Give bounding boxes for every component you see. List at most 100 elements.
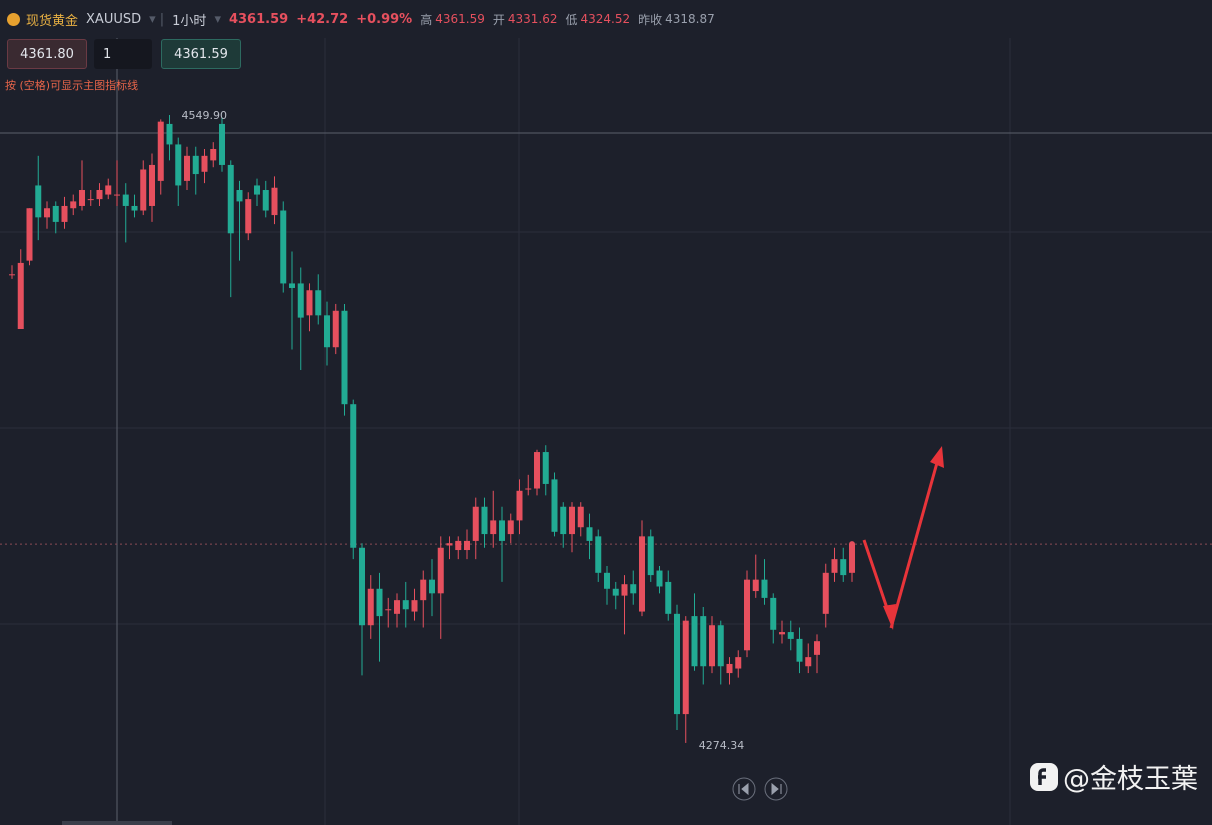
candle-body — [534, 452, 540, 489]
candle-body — [420, 579, 427, 601]
candle-body — [87, 199, 94, 201]
candle-body — [569, 506, 575, 535]
candle-body — [184, 155, 190, 181]
candle-body — [394, 600, 400, 614]
candle-body — [96, 190, 103, 200]
candle-body — [499, 520, 505, 541]
candle-body — [201, 155, 208, 172]
candle-body — [814, 641, 820, 655]
candle-body — [61, 205, 68, 222]
arrow-head — [930, 446, 944, 468]
candle-body — [691, 616, 698, 667]
watermark: @金枝玉葉 — [1029, 757, 1198, 796]
candle-body — [367, 588, 374, 626]
candle-body — [306, 290, 313, 316]
candle-body — [70, 201, 77, 209]
instrument-name[interactable]: 现货黄金 — [26, 13, 79, 29]
candle-body — [289, 283, 295, 288]
candle-body — [9, 274, 15, 276]
candle-body — [709, 625, 715, 667]
interval[interactable]: 1小时 — [172, 13, 207, 29]
buy-button[interactable]: 4361.59 — [161, 39, 241, 69]
candle-body — [437, 547, 444, 594]
candle-body — [446, 543, 453, 546]
candle-body — [140, 169, 147, 211]
candle-body — [744, 579, 750, 651]
next-button[interactable] — [764, 777, 788, 801]
candle-body — [464, 540, 470, 551]
candle-body — [297, 283, 304, 318]
candle-body — [761, 579, 768, 598]
stat-value: 4331.62 — [507, 12, 558, 26]
arrow-head — [883, 604, 896, 630]
symbol[interactable]: XAUUSD — [86, 11, 142, 27]
prev-button[interactable] — [732, 777, 756, 801]
candle-body — [429, 579, 435, 594]
candle-body — [254, 185, 260, 195]
stat-value: 4318.87 — [665, 12, 715, 26]
candle-body — [122, 194, 129, 206]
candle-body — [779, 632, 785, 635]
stat-label: 开 — [492, 12, 505, 27]
change-pct: +0.99% — [356, 11, 413, 27]
stat-label: 低 — [565, 12, 578, 27]
candle-body — [542, 452, 549, 484]
grid — [0, 38, 1212, 825]
candle-body — [595, 536, 602, 573]
candle-body — [131, 205, 138, 211]
candle-body — [577, 506, 584, 528]
candle-body — [507, 520, 514, 535]
stat-label: 高 — [420, 12, 433, 27]
candle-body — [52, 205, 59, 222]
candle-body — [332, 310, 339, 348]
candle-body — [227, 164, 234, 234]
candle-body — [805, 657, 812, 667]
price: 4361.59 — [228, 11, 289, 27]
candle-body — [700, 616, 707, 667]
candle-body — [402, 600, 409, 610]
candle-body — [280, 210, 287, 284]
candle-body — [516, 490, 523, 521]
max-label: 4549.90 — [182, 109, 228, 122]
scrollbar[interactable] — [62, 821, 172, 825]
candle-body — [157, 121, 164, 181]
candle-body — [604, 572, 610, 589]
candle-body — [26, 208, 33, 261]
candle-body — [262, 190, 269, 211]
sell-button[interactable]: 4361.80 — [7, 39, 87, 69]
candle-body — [245, 199, 252, 234]
candle-body — [551, 479, 558, 532]
candle-body — [822, 572, 829, 614]
candle-body — [236, 190, 243, 202]
candle-body — [376, 588, 383, 617]
candle-body — [324, 315, 330, 348]
candle-body — [114, 194, 120, 196]
qty-input[interactable]: 1 — [94, 39, 152, 69]
candle-body — [726, 663, 733, 674]
change: +42.72 — [296, 11, 349, 27]
candle-body — [656, 570, 663, 587]
candle-body — [455, 540, 462, 551]
candle-body — [752, 579, 759, 592]
candle-body — [717, 625, 724, 667]
candle-body — [630, 584, 637, 594]
candle-body — [472, 506, 479, 541]
watermark-text: @金枝玉葉 — [1063, 764, 1198, 795]
candles — [0, 115, 1212, 743]
candle-body — [385, 609, 392, 611]
candle-body — [192, 155, 199, 175]
hint: 按 (空格)可显示主图指标线 — [5, 79, 139, 92]
candle-body — [770, 597, 777, 630]
candle-body — [525, 488, 532, 490]
arrow — [862, 451, 942, 629]
candle-body — [271, 187, 278, 216]
logo — [1030, 762, 1058, 791]
candle-body — [647, 536, 654, 576]
gold-icon — [7, 12, 20, 26]
candle-body — [665, 581, 672, 614]
separator: ▾ | — [149, 11, 165, 27]
min-label: 4274.34 — [699, 739, 745, 752]
candle-body — [621, 584, 628, 596]
next-icon — [771, 782, 782, 796]
